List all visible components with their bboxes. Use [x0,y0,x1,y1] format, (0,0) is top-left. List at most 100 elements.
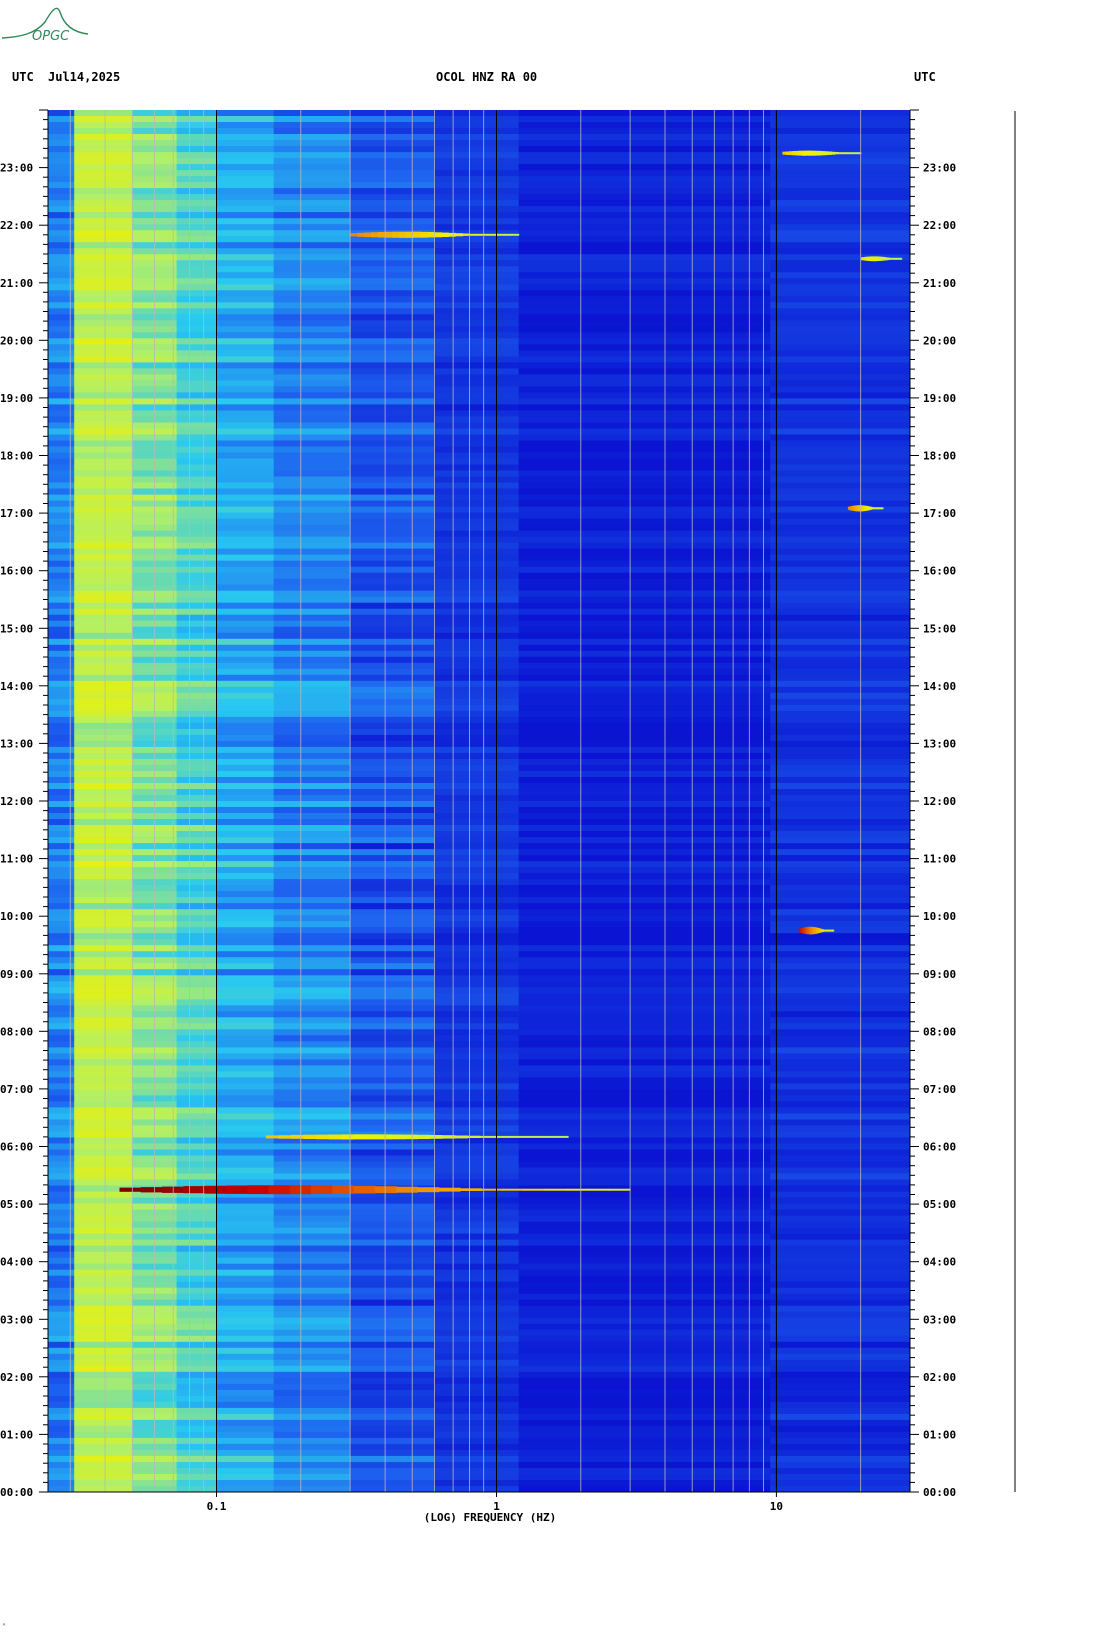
heatmap-cell [770,260,911,267]
heatmap-cell [48,446,75,453]
heatmap-cell [216,1449,275,1457]
heatmap-cell [273,140,351,147]
heatmap-cell [74,734,133,742]
heatmap-cell [176,939,217,946]
heatmap-cell [74,819,133,826]
heatmap-cell [770,1263,911,1271]
heatmap-cell [48,927,75,934]
heatmap-cell [434,356,520,363]
spectral-event-5 [792,151,797,156]
heatmap-cell [74,1431,133,1439]
heatmap-cell [273,1263,351,1271]
heatmap-cell [176,1119,217,1126]
heatmap-cell [273,218,351,225]
heatmap-cell [48,1293,75,1301]
heatmap-cell [350,206,435,213]
heatmap-cell [770,933,911,940]
heatmap-cell [518,632,771,640]
heatmap-cell [176,1071,217,1078]
heatmap-cell [176,945,217,952]
heatmap-cell [176,440,217,447]
heatmap-cell [216,855,275,862]
heatmap-cell [74,1462,133,1469]
heatmap-cell [176,410,217,417]
heatmap-cell [434,710,520,718]
heatmap-cell [176,452,217,459]
spectral-event-2 [350,233,358,237]
y-tick-label-left: 14:00 [0,680,33,693]
heatmap-cell [518,1257,771,1265]
spectral-event-2 [364,232,372,238]
heatmap-cell [518,1167,771,1174]
heatmap-cell [434,464,520,471]
heatmap-cell [350,746,435,754]
heatmap-cell [176,1239,217,1247]
heatmap-cell [74,698,133,706]
heatmap-cell [273,626,351,634]
heatmap-cell [273,680,351,688]
heatmap-cell [74,1053,133,1060]
heatmap-cell [74,344,133,351]
heatmap-cell [434,1221,520,1229]
heatmap-cell [434,146,520,153]
heatmap-cell [350,398,435,405]
heatmap-cell [176,1083,217,1090]
heatmap-cell [518,1161,771,1168]
heatmap-cell [48,368,75,375]
heatmap-cell [273,1047,351,1054]
y-tick-label-left: 06:00 [0,1141,33,1154]
heatmap-cell [273,1101,351,1108]
heatmap-cell [176,1486,217,1493]
heatmap-cell [48,1185,75,1193]
heatmap-cell [273,1233,351,1241]
heatmap-cell [434,981,520,988]
heatmap-cell [74,1407,133,1415]
heatmap-cell [216,1480,275,1487]
heatmap-cell [216,1215,275,1223]
heatmap-cell [176,350,217,357]
heatmap-cell [176,392,217,399]
heatmap-cell [350,1395,435,1403]
heatmap-cell [434,1203,520,1211]
heatmap-cell [518,891,771,898]
y-tick-label-right: 20:00 [923,334,956,347]
spectral-event-3 [801,927,804,934]
heatmap-cell [350,843,435,850]
spectral-event-1 [379,1134,393,1140]
heatmap-cell [770,1323,911,1331]
heatmap-cell [434,897,520,904]
heatmap-cell [434,524,520,532]
heatmap-cell [770,392,911,399]
heatmap-cell [48,909,75,916]
heatmap-cell [350,1407,435,1415]
heatmap-cell [216,1107,275,1114]
heatmap-cell [48,410,75,417]
heatmap-cell [74,1155,133,1162]
heatmap-cell [518,807,771,814]
heatmap-cell [216,1462,275,1469]
heatmap-cell [48,1053,75,1060]
heatmap-cell [48,1341,75,1349]
heatmap-cell [216,572,275,580]
heatmap-cell [48,278,75,285]
heatmap-cell [518,849,771,856]
heatmap-cell [48,1419,75,1427]
heatmap-cell [273,116,351,123]
heatmap-cell [273,470,351,477]
heatmap-cell [216,512,275,520]
heatmap-cell [273,1341,351,1349]
heatmap-cell [48,1023,75,1030]
heatmap-cell [350,1005,435,1012]
heatmap-cell [216,1311,275,1319]
heatmap-cell [518,789,771,796]
heatmap-cell [48,789,75,796]
spectrogram-events [119,150,903,1195]
heatmap-cell [216,1071,275,1078]
heatmap-cell [273,1413,351,1421]
heatmap-cell [74,825,133,832]
heatmap-cell [434,230,520,237]
heatmap-cell [350,813,435,820]
heatmap-cell [176,182,217,189]
heatmap-cell [434,1329,520,1337]
heatmap-cell [434,650,520,658]
